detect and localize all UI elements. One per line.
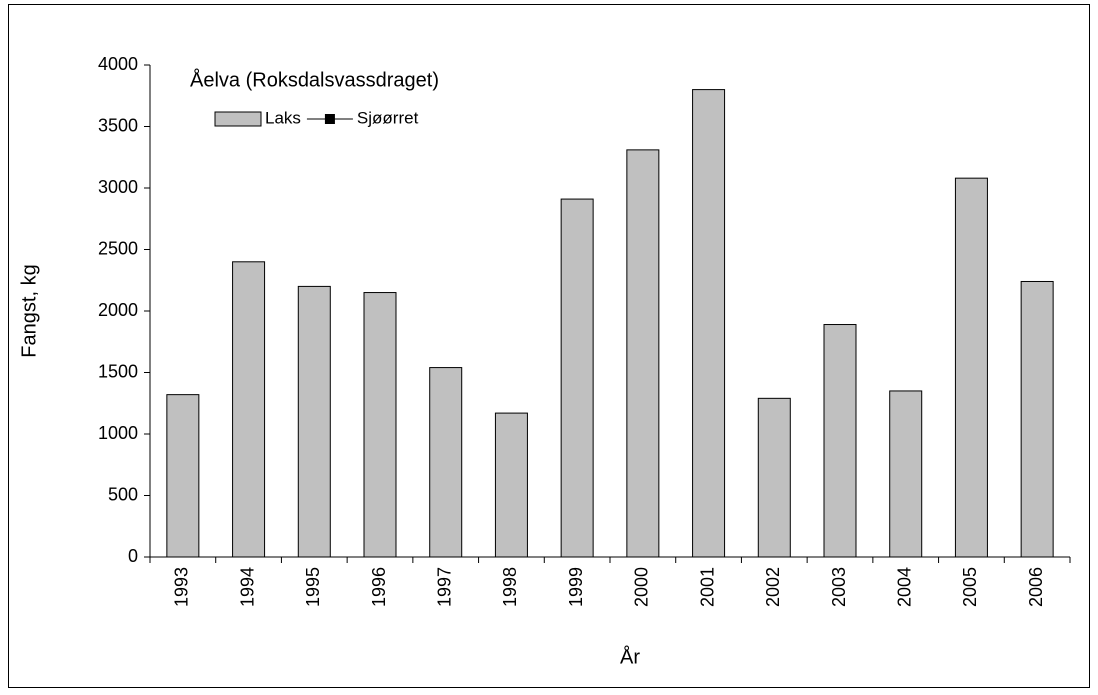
bar — [363, 292, 397, 558]
bar — [1020, 280, 1054, 558]
x-tick-label: 1997 — [434, 567, 454, 607]
x-axis-label: År — [620, 645, 640, 668]
bar — [560, 198, 594, 558]
x-tick-label: 2001 — [697, 567, 717, 607]
x-tick-label: 1993 — [172, 567, 192, 607]
bar — [429, 367, 463, 558]
x-tick-label: 1999 — [566, 567, 586, 607]
bar — [692, 89, 726, 558]
x-tick-label: 1994 — [237, 567, 257, 607]
bar — [232, 261, 266, 558]
y-tick-label: 2000 — [98, 300, 138, 320]
legend-swatch — [214, 111, 262, 127]
bar — [166, 394, 200, 558]
bar — [757, 397, 791, 558]
y-tick-label: 2500 — [98, 238, 138, 258]
x-tick-label: 2003 — [829, 567, 849, 607]
x-tick-label: 2005 — [960, 567, 980, 607]
x-tick-label: 2000 — [632, 567, 652, 607]
legend-label: Laks — [265, 108, 301, 127]
x-tick-label: 2006 — [1026, 567, 1046, 607]
bar — [626, 149, 660, 558]
bar — [494, 412, 528, 558]
x-tick-label: 2004 — [894, 567, 914, 607]
chart-border — [8, 4, 1090, 688]
legend-label: Sjøørret — [357, 108, 419, 127]
y-tick-label: 3500 — [98, 115, 138, 135]
y-tick-label: 500 — [108, 484, 138, 504]
x-tick-label: 1998 — [500, 567, 520, 607]
x-tick-label: 2002 — [763, 567, 783, 607]
bar — [823, 324, 857, 558]
y-tick-label: 0 — [128, 546, 138, 566]
chart-title: Åelva (Roksdalsvassdraget) — [190, 68, 439, 91]
bar — [297, 285, 331, 558]
x-tick-label: 1996 — [369, 567, 389, 607]
bar — [889, 390, 923, 558]
y-axis-label: Fangst, kg — [18, 264, 40, 357]
y-tick-label: 1000 — [98, 423, 138, 443]
y-tick-label: 1500 — [98, 361, 138, 381]
y-tick-label: 4000 — [98, 54, 138, 74]
x-tick-label: 1995 — [303, 567, 323, 607]
bar — [954, 177, 988, 558]
y-tick-label: 3000 — [98, 177, 138, 197]
legend-swatch-marker — [324, 114, 335, 124]
